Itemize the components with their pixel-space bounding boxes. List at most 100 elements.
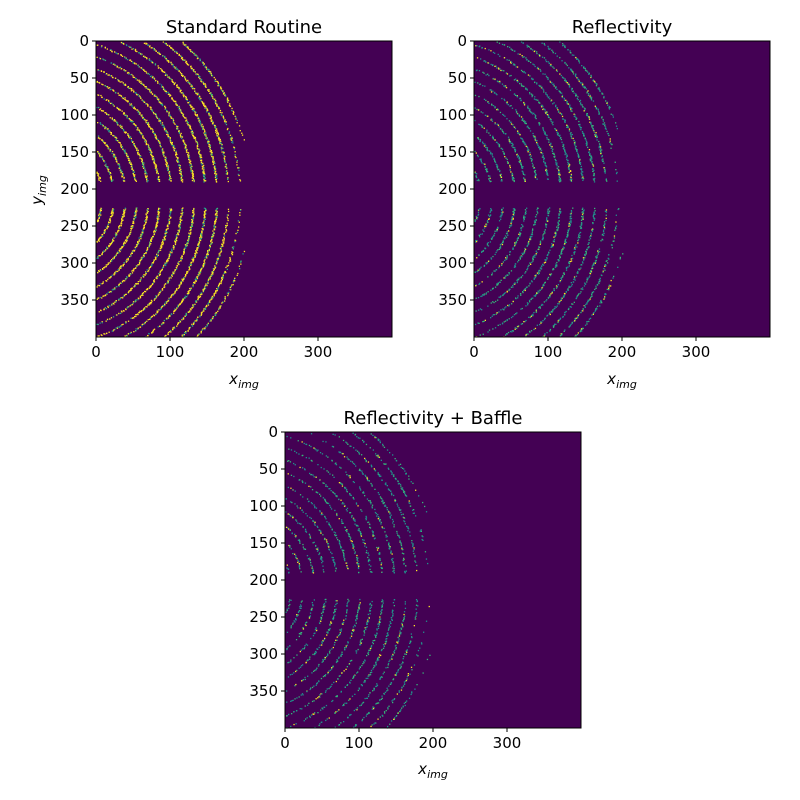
pixel: [200, 125, 203, 127]
pixel: [227, 208, 230, 210]
pixel: [200, 159, 202, 162]
pixel: [553, 153, 555, 155]
pixel: [214, 125, 216, 127]
pixel: [527, 242, 529, 244]
pixel: [524, 250, 526, 252]
pixel: [166, 44, 168, 46]
pixel: [566, 154, 568, 156]
pixel: [497, 249, 499, 251]
pixel: [557, 225, 559, 227]
pixel: [167, 260, 169, 262]
pixel: [143, 274, 145, 276]
pixel: [228, 132, 230, 134]
pixel: [226, 224, 228, 226]
pixel: [168, 111, 170, 113]
pixel: [107, 128, 109, 130]
pixel: [522, 291, 524, 293]
pixel: [99, 122, 101, 124]
pixel: [163, 126, 165, 128]
pixel: [545, 225, 547, 227]
pixel: [148, 148, 150, 151]
pixel: [140, 53, 143, 56]
pixel: [535, 253, 537, 255]
pixel: [148, 302, 150, 305]
pixel: [514, 282, 516, 284]
pixel: [494, 159, 496, 161]
pixel: [477, 178, 480, 181]
pixel: [129, 136, 132, 138]
pixel: [223, 151, 225, 153]
pixel: [172, 64, 174, 66]
pixel: [114, 288, 116, 291]
pixel: [206, 325, 208, 327]
pixel: [477, 82, 479, 84]
pixel: [134, 212, 136, 214]
pixel: [138, 52, 140, 54]
pixel: [169, 209, 172, 212]
pixel: [120, 41, 123, 44]
pixel: [151, 93, 154, 95]
pixel: [175, 100, 177, 103]
pixel: [209, 149, 212, 151]
pixel: [153, 261, 155, 263]
pixel: [164, 335, 166, 338]
pixel: [137, 283, 139, 285]
pixel: [233, 280, 235, 282]
pixel: [556, 163, 558, 165]
panel-title: Standard Routine: [166, 17, 322, 38]
pixel: [187, 293, 189, 295]
pixel: [532, 132, 534, 135]
pixel: [173, 83, 175, 85]
pixel: [199, 235, 202, 237]
pixel: [163, 155, 165, 157]
pixel: [140, 294, 143, 296]
pixel: [491, 154, 493, 156]
pixel: [164, 262, 166, 264]
pixel: [505, 306, 507, 308]
pixel: [170, 116, 172, 118]
pixel: [112, 316, 115, 318]
pixel: [192, 70, 195, 72]
pixel: [558, 176, 560, 178]
pixel: [178, 54, 180, 56]
pixel: [518, 156, 520, 158]
pixel: [193, 213, 195, 215]
pixel: [542, 157, 545, 159]
pixel: [513, 79, 516, 81]
pixel: [221, 147, 223, 149]
pixel: [142, 100, 145, 102]
pixel: [189, 287, 191, 290]
pixel: [207, 252, 209, 254]
pixel: [199, 238, 201, 240]
pixel: [173, 83, 175, 86]
pixel: [169, 137, 171, 139]
x-tick-label: 100: [156, 343, 185, 361]
pixel: [190, 160, 192, 162]
pixel: [176, 159, 178, 161]
pixel: [124, 99, 127, 101]
pixel: [159, 274, 161, 276]
pixel: [524, 103, 526, 105]
pixel: [210, 319, 212, 321]
pixel: [550, 142, 552, 144]
pixel: [157, 173, 159, 175]
pixel: [172, 147, 175, 149]
pixel: [98, 237, 101, 239]
pixel: [118, 268, 120, 270]
pixel: [191, 223, 193, 225]
pixel: [146, 87, 148, 89]
pixel: [185, 44, 187, 46]
pixel: [533, 254, 536, 256]
pixel: [149, 75, 152, 78]
pixel: [109, 262, 111, 264]
pixel: [179, 224, 181, 226]
pixel: [100, 269, 102, 272]
pixel: [521, 224, 523, 226]
pixel: [481, 250, 483, 253]
pixel: [180, 174, 182, 176]
pixel: [135, 179, 137, 181]
pixel: [210, 154, 212, 156]
pixel: [198, 242, 201, 244]
pixel: [174, 292, 176, 294]
pixel: [166, 262, 168, 264]
